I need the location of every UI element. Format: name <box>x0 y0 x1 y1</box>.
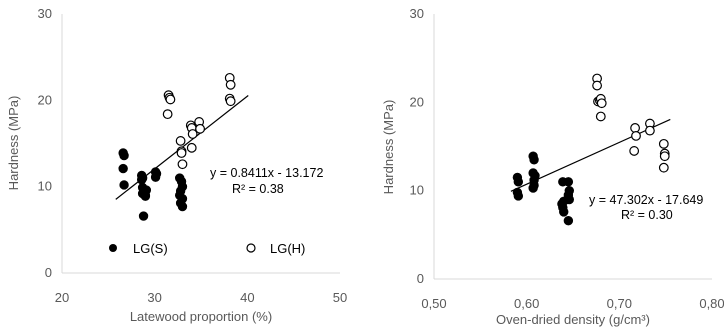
panel1-y-axis-label: Hardness (MPa) <box>6 96 21 191</box>
x-tick-label: 0,80 <box>699 296 724 311</box>
x-tick-label: 0,60 <box>514 296 539 311</box>
data-point-lg-h <box>658 138 669 149</box>
data-point-lg-h <box>630 123 640 133</box>
y-tick-label: 10 <box>410 183 424 198</box>
data-point-lg-s <box>513 177 524 187</box>
data-point-lg-h <box>195 123 205 134</box>
data-point-lg-s <box>559 207 569 217</box>
legend-marker-lg-s <box>109 244 117 252</box>
panel2-x-axis-label: Oven-dried density (g/cm³) <box>496 312 650 327</box>
y-tick-label: 10 <box>38 179 52 194</box>
data-point-lg-h <box>176 148 187 158</box>
y-tick-label: 0 <box>45 265 52 280</box>
x-tick-label: 0,70 <box>607 296 632 311</box>
panel1-x-axis-label: Latewood proportion (%) <box>130 309 272 324</box>
data-point-lg-h <box>175 136 186 146</box>
data-point-lg-h <box>659 151 670 162</box>
data-point-lg-h <box>225 96 236 107</box>
y-tick-label: 20 <box>38 92 52 107</box>
data-point-lg-h <box>658 162 669 173</box>
data-point-lg-h <box>645 125 655 136</box>
x-tick-label: 0,50 <box>421 296 446 311</box>
data-point-lg-h <box>592 80 602 91</box>
data-point-lg-s <box>138 211 149 221</box>
data-point-lg-s <box>528 183 538 193</box>
y-tick-label: 30 <box>410 6 424 21</box>
data-point-lg-h <box>225 79 236 90</box>
panel-latewood: 0 10 20 30 20 30 40 50 Hardness (MPa) Latewood… <box>6 6 347 324</box>
data-point-lg-s <box>513 191 524 201</box>
data-point-lg-s <box>118 163 128 174</box>
legend-label-lg-s: LG(S) <box>133 241 168 256</box>
data-point-lg-s <box>177 201 188 212</box>
panel2-r2: R² = 0.30 <box>621 208 673 222</box>
data-point-lg-s <box>141 185 152 195</box>
x-tick-label: 50 <box>333 290 347 305</box>
panel1-r2: R² = 0.38 <box>232 182 284 196</box>
x-tick-label: 40 <box>240 290 254 305</box>
y-tick-label: 0 <box>417 271 424 286</box>
data-point-lg-s <box>564 194 574 205</box>
data-point-lg-s <box>150 172 161 182</box>
data-point-lg-h <box>186 142 197 153</box>
data-point-lg-s <box>136 175 147 185</box>
panel1-equation: y = 0.8411x - 13.172 <box>210 166 323 180</box>
data-point-lg-h <box>631 130 641 141</box>
legend: LG(S) LG(H) <box>109 241 305 256</box>
data-point-lg-h <box>162 109 173 120</box>
data-point-lg-s <box>119 180 129 190</box>
data-point-lg-h <box>165 94 176 105</box>
data-point-lg-h <box>187 129 198 139</box>
data-point-lg-s <box>119 150 129 161</box>
legend-marker-lg-h <box>246 243 256 253</box>
data-point-lg-h <box>177 159 188 170</box>
y-tick-label: 20 <box>410 94 424 109</box>
data-point-lg-s <box>563 216 574 226</box>
data-point-lg-s <box>563 177 574 187</box>
x-tick-label: 30 <box>147 290 161 305</box>
legend-label-lg-h: LG(H) <box>270 241 305 256</box>
y-tick-label: 30 <box>38 6 52 21</box>
data-point-lg-s <box>529 155 539 165</box>
data-point-lg-h <box>629 146 640 156</box>
x-tick-label: 20 <box>55 290 69 305</box>
data-point-lg-h <box>596 98 607 109</box>
panel2-y-axis-label: Hardness (MPa) <box>381 100 396 195</box>
data-point-lg-h <box>595 111 606 122</box>
panel2-equation: y = 47.302x - 17.649 <box>589 193 703 207</box>
